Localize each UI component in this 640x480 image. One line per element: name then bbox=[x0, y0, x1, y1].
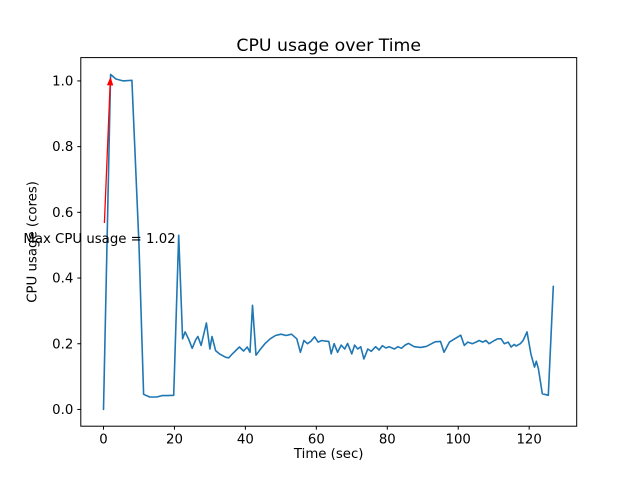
x-tick-label: 20 bbox=[166, 433, 183, 448]
y-tick-label: 0.4 bbox=[52, 272, 73, 287]
x-tick-label: 0 bbox=[99, 433, 107, 448]
annotation-arrowhead-icon bbox=[106, 76, 114, 86]
x-tick-label: 40 bbox=[237, 433, 254, 448]
y-tick-label: 0.8 bbox=[52, 140, 73, 155]
y-axis: 0.0 0.2 0.4 0.6 0.8 1.0 bbox=[52, 75, 81, 418]
x-tick-label: 120 bbox=[516, 433, 541, 448]
y-tick-label: 0.6 bbox=[52, 206, 73, 221]
x-axis-label: Time (sec) bbox=[293, 447, 364, 462]
chart-title: CPU usage over Time bbox=[236, 36, 421, 56]
x-tick-label: 60 bbox=[308, 433, 325, 448]
x-tick-label: 100 bbox=[446, 433, 471, 448]
y-axis-label: CPU usage (cores) bbox=[26, 181, 41, 303]
y-tick-label: 0.2 bbox=[52, 337, 73, 352]
y-tick-label: 0.0 bbox=[52, 403, 73, 418]
annotation-arrow-shaft bbox=[103, 85, 111, 224]
cpu-usage-line bbox=[102, 73, 555, 411]
plot-area bbox=[80, 57, 578, 427]
max-annotation: Max CPU usage = 1.02 bbox=[23, 76, 176, 247]
y-tick-label: 1.0 bbox=[52, 75, 73, 90]
x-axis: 0 20 40 60 80 100 120 bbox=[99, 426, 542, 448]
annotation-text: Max CPU usage = 1.02 bbox=[23, 232, 175, 247]
x-tick-label: 80 bbox=[379, 433, 396, 448]
